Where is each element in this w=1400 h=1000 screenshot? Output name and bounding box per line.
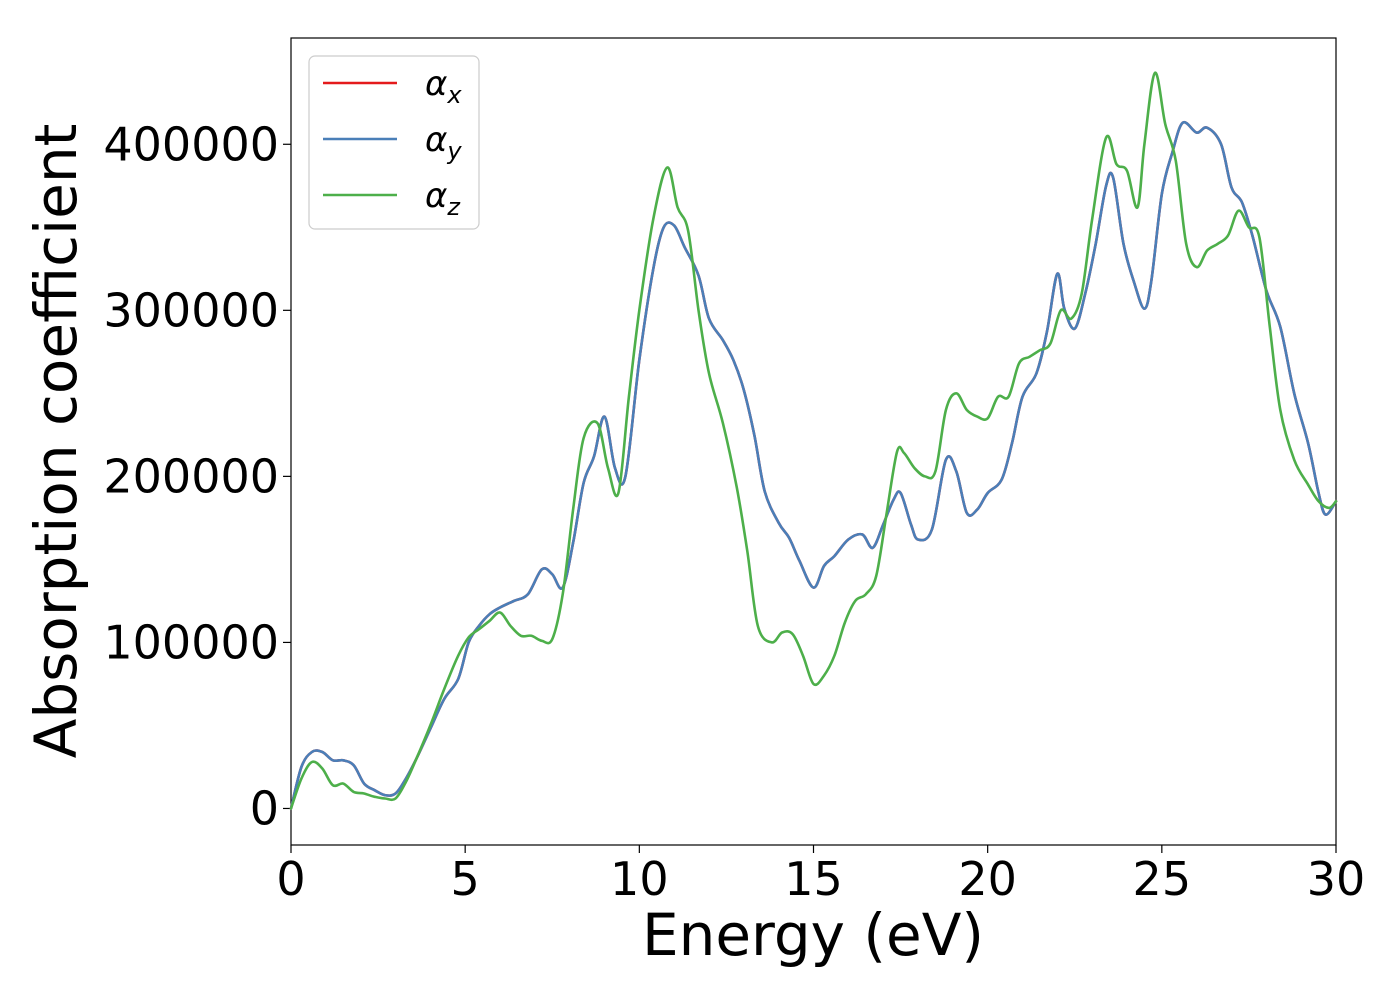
y-tick-label: 200000 [103,449,279,503]
legend-label-symbol: α [425,176,447,216]
legend-label-alpha-x: αx [425,64,462,109]
x-tick-label: 0 [276,852,305,906]
x-tick-label: 5 [451,852,480,906]
x-axis-title: Energy (eV) [642,901,984,969]
x-tick-label: 10 [610,852,669,906]
y-tick-label: 400000 [103,117,279,171]
x-tick-label: 25 [1133,852,1192,906]
x-tick-label: 20 [958,852,1017,906]
series-line-alpha-y [289,120,1338,810]
legend-label-alpha-z: αz [425,176,461,221]
legend-label-subscript: y [446,137,462,165]
y-tick-label: 0 [250,781,279,835]
legend-label-subscript: x [446,81,462,109]
legend-label-alpha-y: αy [425,120,462,165]
legend-box [308,55,480,230]
legend-label-subscript: z [446,193,461,221]
legend-label-symbol: α [425,120,447,160]
x-tick-label: 15 [784,852,843,906]
y-axis: 0 100000 200000 300000 400000 [103,117,291,835]
y-tick-label: 100000 [103,615,279,669]
series-lines [289,71,1338,810]
x-tick-label: 30 [1307,852,1366,906]
series-line-alpha-z [289,71,1338,810]
legend-label-symbol: α [425,64,447,104]
x-axis: 0 5 10 15 20 25 30 [276,845,1365,906]
y-axis-title: Absorption coefficient [22,124,90,759]
y-tick-label: 300000 [103,283,279,337]
